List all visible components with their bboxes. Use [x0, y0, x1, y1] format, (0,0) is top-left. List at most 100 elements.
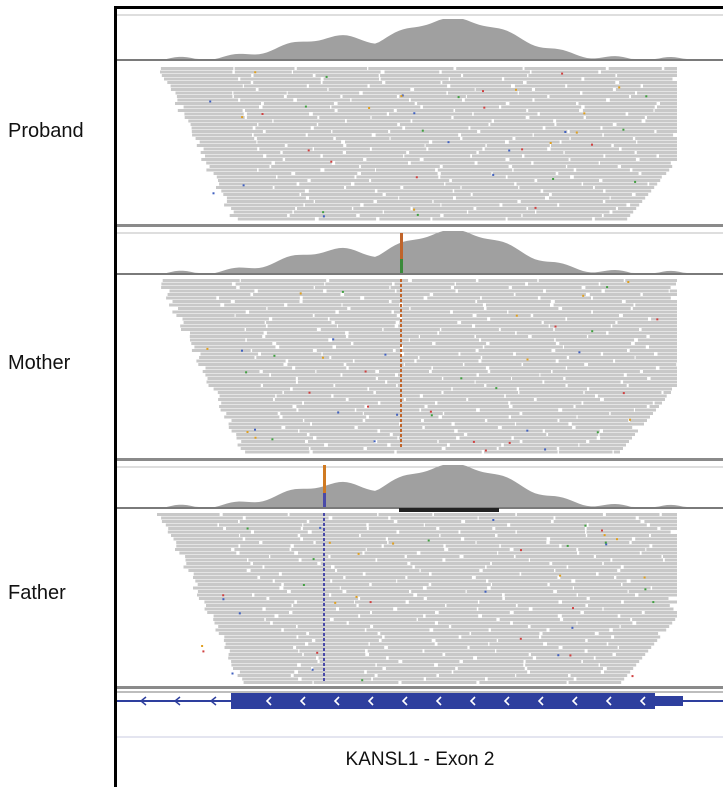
variant-read-mark: [400, 289, 402, 292]
alignment-canvas[interactable]: [117, 9, 723, 787]
variant-read-mark: [323, 553, 325, 556]
aligned-read: [535, 99, 607, 102]
mismatch-mark: [557, 654, 559, 656]
aligned-read: [432, 141, 505, 144]
aligned-read: [385, 636, 459, 639]
aligned-read: [177, 99, 238, 102]
aligned-read: [298, 671, 364, 674]
aligned-read: [589, 388, 672, 391]
aligned-read: [224, 304, 284, 307]
aligned-read: [555, 300, 622, 303]
aligned-read: [370, 85, 447, 88]
mismatch-mark: [342, 291, 344, 293]
aligned-read: [294, 211, 383, 214]
aligned-read: [356, 409, 419, 412]
aligned-read: [644, 520, 677, 523]
aligned-read: [524, 155, 603, 158]
aligned-read: [299, 183, 351, 186]
coverage-divider: [117, 59, 723, 61]
aligned-read: [550, 538, 632, 541]
aligned-read: [452, 179, 535, 182]
mismatch-mark: [591, 330, 593, 332]
aligned-read: [404, 155, 470, 158]
aligned-read: [495, 527, 585, 530]
aligned-read: [377, 200, 432, 203]
aligned-read: [423, 395, 504, 398]
mismatch-mark: [544, 448, 546, 450]
aligned-read: [512, 377, 563, 380]
aligned-read: [267, 332, 345, 335]
aligned-read: [533, 314, 619, 317]
aligned-read: [320, 660, 399, 663]
aligned-read: [233, 667, 311, 670]
mismatch-mark: [313, 558, 315, 560]
aligned-read: [370, 643, 435, 646]
aligned-read: [494, 120, 553, 123]
aligned-read: [329, 88, 411, 91]
variant-read-mark: [323, 563, 325, 566]
aligned-read: [263, 384, 333, 387]
aligned-read: [633, 307, 677, 310]
aligned-read: [544, 381, 620, 384]
gene-track[interactable]: [117, 691, 723, 737]
father-panel[interactable]: [117, 465, 723, 689]
variant-read-mark: [323, 668, 325, 671]
aligned-read: [612, 325, 677, 328]
aligned-read: [584, 611, 642, 614]
aligned-read: [650, 335, 677, 338]
aligned-read: [240, 99, 293, 102]
gene-exon-label: KANSL1 - Exon 2: [117, 749, 723, 771]
mismatch-mark: [365, 371, 367, 373]
aligned-read: [160, 71, 232, 74]
mismatch-mark: [326, 76, 328, 78]
aligned-read: [369, 653, 443, 656]
aligned-read: [647, 116, 677, 119]
aligned-read: [225, 646, 294, 649]
aligned-read: [455, 109, 526, 112]
aligned-read: [659, 367, 677, 370]
aligned-read: [417, 102, 506, 105]
aligned-read: [476, 88, 532, 91]
aligned-read: [559, 419, 628, 422]
aligned-read: [238, 218, 315, 221]
aligned-read: [554, 304, 634, 307]
aligned-read: [171, 534, 239, 537]
mismatch-mark: [576, 132, 578, 134]
aligned-read: [525, 67, 606, 70]
aligned-read: [214, 388, 291, 391]
aligned-read: [427, 597, 502, 600]
mismatch-mark: [392, 543, 394, 545]
mismatch-mark: [483, 107, 485, 109]
alignment-viewer[interactable]: KANSL1 - Exon 2: [114, 6, 723, 787]
aligned-read: [629, 384, 677, 387]
aligned-read: [448, 548, 510, 551]
aligned-read: [341, 587, 423, 590]
aligned-read: [445, 559, 528, 562]
aligned-read: [380, 74, 461, 77]
aligned-read: [339, 311, 392, 314]
aligned-read: [562, 601, 621, 604]
aligned-read: [513, 405, 574, 408]
aligned-read: [191, 123, 258, 126]
mismatch-mark: [509, 442, 511, 444]
variant-read-mark: [323, 648, 325, 651]
aligned-read: [331, 106, 420, 109]
aligned-read: [376, 391, 442, 394]
aligned-read: [290, 513, 378, 516]
aligned-read: [485, 148, 548, 151]
aligned-read: [399, 437, 456, 440]
aligned-read: [658, 353, 678, 356]
aligned-read: [504, 78, 581, 81]
aligned-read: [247, 113, 309, 116]
proband-panel[interactable]: [117, 15, 723, 227]
mismatch-mark: [520, 638, 522, 640]
mother-panel[interactable]: [117, 231, 723, 461]
aligned-read: [266, 618, 330, 621]
aligned-read: [442, 81, 523, 84]
aligned-read: [631, 95, 677, 98]
variant-read-mark: [323, 543, 325, 546]
aligned-read: [303, 538, 386, 541]
aligned-read: [616, 576, 677, 579]
aligned-read: [317, 349, 393, 352]
aligned-read: [283, 416, 367, 419]
